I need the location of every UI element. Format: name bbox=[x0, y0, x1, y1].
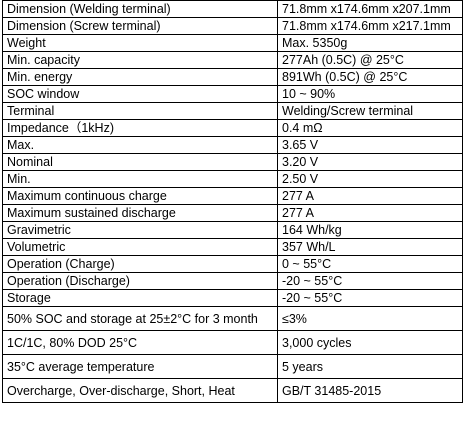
spec-label: Overcharge, Over-discharge, Short, Heat bbox=[2, 378, 278, 403]
table-row: Storage -20 ~ 55°C bbox=[2, 289, 463, 307]
table-row: SOC window 10 ~ 90% bbox=[2, 85, 463, 103]
spec-value: 0.4 mΩ bbox=[277, 119, 463, 137]
table-row: Max. 3.65 V bbox=[2, 136, 463, 154]
table-row: 1C/1C, 80% DOD 25°C 3,000 cycles bbox=[2, 330, 463, 355]
spec-value: GB/T 31485-2015 bbox=[277, 378, 463, 403]
spec-label: Storage bbox=[2, 289, 278, 307]
spec-label: Maximum continuous charge bbox=[2, 187, 278, 205]
spec-value: 10 ~ 90% bbox=[277, 85, 463, 103]
table-row: Operation (Discharge) -20 ~ 55°C bbox=[2, 272, 463, 290]
table-row: Weight Max. 5350g bbox=[2, 34, 463, 52]
table-row: Min. capacity 277Ah (0.5C) @ 25°C bbox=[2, 51, 463, 69]
table-row: Min. energy 891Wh (0.5C) @ 25°C bbox=[2, 68, 463, 86]
spec-value: 71.8mm x174.6mm x207.1mm bbox=[277, 0, 463, 18]
spec-value: 277Ah (0.5C) @ 25°C bbox=[277, 51, 463, 69]
table-row: Volumetric 357 Wh/L bbox=[2, 238, 463, 256]
spec-value: -20 ~ 55°C bbox=[277, 272, 463, 290]
table-row: Impedance（1kHz) 0.4 mΩ bbox=[2, 119, 463, 137]
table-row: 35°C average temperature 5 years bbox=[2, 354, 463, 379]
spec-value: 0 ~ 55°C bbox=[277, 255, 463, 273]
spec-value: Welding/Screw terminal bbox=[277, 102, 463, 120]
spec-label: Min. capacity bbox=[2, 51, 278, 69]
table-row: Maximum continuous charge 277 A bbox=[2, 187, 463, 205]
spec-table-body: Dimension (Welding terminal) 71.8mm x174.… bbox=[2, 0, 463, 403]
spec-value: 2.50 V bbox=[277, 170, 463, 188]
spec-label: 50% SOC and storage at 25±2°C for 3 mont… bbox=[2, 306, 278, 331]
spec-label: Dimension (Welding terminal) bbox=[2, 0, 278, 18]
spec-value: 357 Wh/L bbox=[277, 238, 463, 256]
spec-label: Operation (Charge) bbox=[2, 255, 278, 273]
table-row: Operation (Charge) 0 ~ 55°C bbox=[2, 255, 463, 273]
table-row: Dimension (Welding terminal) 71.8mm x174.… bbox=[2, 0, 463, 18]
spec-value: 277 A bbox=[277, 204, 463, 222]
spec-value: 3.20 V bbox=[277, 153, 463, 171]
spec-label: Max. bbox=[2, 136, 278, 154]
table-row: Gravimetric 164 Wh/kg bbox=[2, 221, 463, 239]
spec-table: Dimension (Welding terminal) 71.8mm x174.… bbox=[2, 0, 463, 403]
table-row: Dimension (Screw terminal) 71.8mm x174.6m… bbox=[2, 17, 463, 35]
spec-label: Min. bbox=[2, 170, 278, 188]
spec-label: SOC window bbox=[2, 85, 278, 103]
spec-value: 5 years bbox=[277, 354, 463, 379]
spec-value: 277 A bbox=[277, 187, 463, 205]
spec-value: 3,000 cycles bbox=[277, 330, 463, 355]
spec-label: 35°C average temperature bbox=[2, 354, 278, 379]
spec-value: 164 Wh/kg bbox=[277, 221, 463, 239]
spec-label: Maximum sustained discharge bbox=[2, 204, 278, 222]
table-row: Nominal 3.20 V bbox=[2, 153, 463, 171]
table-row: Terminal Welding/Screw terminal bbox=[2, 102, 463, 120]
spec-value: -20 ~ 55°C bbox=[277, 289, 463, 307]
spec-value: 71.8mm x174.6mm x217.1mm bbox=[277, 17, 463, 35]
spec-label: Dimension (Screw terminal) bbox=[2, 17, 278, 35]
spec-value: 3.65 V bbox=[277, 136, 463, 154]
spec-label: Weight bbox=[2, 34, 278, 52]
spec-label: 1C/1C, 80% DOD 25°C bbox=[2, 330, 278, 355]
table-row: Maximum sustained discharge 277 A bbox=[2, 204, 463, 222]
spec-value: ≤3% bbox=[277, 306, 463, 331]
spec-label: Gravimetric bbox=[2, 221, 278, 239]
spec-label: Nominal bbox=[2, 153, 278, 171]
spec-label: Terminal bbox=[2, 102, 278, 120]
table-row: Min. 2.50 V bbox=[2, 170, 463, 188]
spec-label: Operation (Discharge) bbox=[2, 272, 278, 290]
table-row: 50% SOC and storage at 25±2°C for 3 mont… bbox=[2, 306, 463, 331]
spec-label: Min. energy bbox=[2, 68, 278, 86]
table-row: Overcharge, Over-discharge, Short, Heat G… bbox=[2, 378, 463, 403]
spec-label: Impedance（1kHz) bbox=[2, 119, 278, 137]
spec-value: 891Wh (0.5C) @ 25°C bbox=[277, 68, 463, 86]
spec-label: Volumetric bbox=[2, 238, 278, 256]
spec-value: Max. 5350g bbox=[277, 34, 463, 52]
